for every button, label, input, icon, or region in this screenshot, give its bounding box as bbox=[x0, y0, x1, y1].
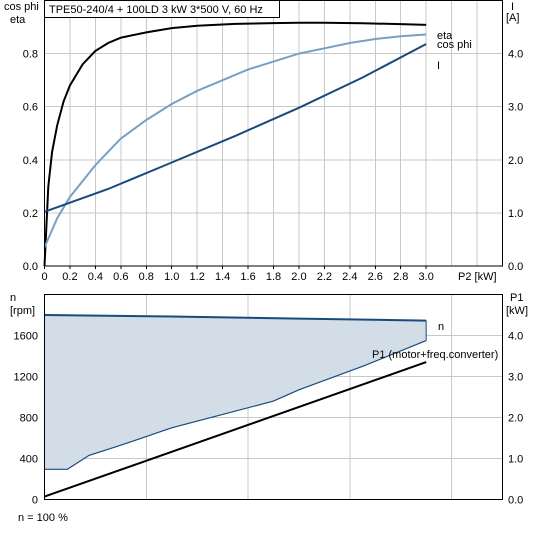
bottom-chart-series bbox=[44, 314, 427, 498]
y-right-tick-label: 3.0 bbox=[508, 372, 523, 384]
speed-max-curve bbox=[44, 314, 427, 322]
x-tick-label: 0 bbox=[41, 271, 47, 283]
x-tick-label: 1.8 bbox=[266, 271, 281, 283]
y-right-tick-label: 1.0 bbox=[508, 208, 523, 220]
speed-range-area bbox=[44, 315, 427, 470]
title-box bbox=[44, 0, 280, 18]
y-left-label-eta: eta bbox=[10, 14, 26, 26]
current-curve bbox=[44, 43, 427, 213]
x-tick-label: 2.4 bbox=[342, 271, 357, 283]
y-right-tick-label: 4.0 bbox=[508, 331, 523, 343]
x-tick-label: 1.4 bbox=[215, 271, 230, 283]
top-chart-grid bbox=[44, 0, 503, 266]
y-right-tick-label: 0.0 bbox=[508, 495, 523, 507]
eta-curve bbox=[43, 21, 427, 267]
y-left-tick-label: 400 bbox=[20, 454, 38, 466]
x-tick-label: 1.2 bbox=[190, 271, 205, 283]
speed-min-curve bbox=[44, 340, 427, 470]
y-left-tick-label: 0.2 bbox=[23, 208, 38, 220]
y-left-tick-label: 0.8 bbox=[23, 49, 38, 61]
chart-title: TPE50-240/4 + 100LD 3 kW 3*500 V, 60 Hz bbox=[49, 4, 263, 16]
y-left-tick-label: 0 bbox=[32, 495, 38, 507]
top-chart-ticks: 0 0.2 0.4 0.6 0.8 1.0 1.2 1.4 1.6 1.8 2.0 2.2 2.4 2.6… bbox=[23, 49, 524, 283]
x-tick-label: 2.2 bbox=[317, 271, 332, 283]
x-tick-label: 0.2 bbox=[62, 271, 77, 283]
y-left-tick-label: 1600 bbox=[14, 331, 38, 343]
y-left-tick-label: 0.6 bbox=[23, 102, 38, 114]
top-chart-series bbox=[43, 21, 427, 267]
y-right-tick-label: 4.0 bbox=[508, 49, 523, 61]
x-tick-label: 0.6 bbox=[113, 271, 128, 283]
x-tick-label: 2.8 bbox=[393, 271, 408, 283]
series-label-cosphi: cos phi bbox=[437, 39, 472, 51]
y-left-tick-label: 800 bbox=[20, 413, 38, 425]
y-right-tick-label: 2.0 bbox=[508, 413, 523, 425]
x-tick-label: 1.6 bbox=[240, 271, 255, 283]
y-right-label-current: I bbox=[511, 1, 514, 13]
x-axis-label: P2 [kW] bbox=[458, 271, 497, 283]
y-right-tick-label: 2.0 bbox=[508, 155, 523, 167]
x-tick-label: 1.0 bbox=[164, 271, 179, 283]
series-label-current: I bbox=[437, 60, 440, 72]
x-tick-label: 3.0 bbox=[419, 271, 434, 283]
y-right-label-unit-ampere: [A] bbox=[506, 12, 519, 24]
series-label-eta: eta bbox=[437, 30, 453, 42]
bottom-chart-ticks: 0 400 800 1200 1600 0.0 1.0 2.0 3.0 4.0 bbox=[14, 331, 524, 507]
y-left-label-cosphi: cos phi bbox=[4, 1, 39, 13]
cosphi-curve bbox=[43, 33, 427, 248]
y-right-tick-label: 1.0 bbox=[508, 454, 523, 466]
footnote: n = 100 % bbox=[18, 512, 68, 524]
y-right-tick-label: 0.0 bbox=[508, 261, 523, 273]
bottom-chart-axes bbox=[44, 294, 503, 500]
y-left-label-unit-rpm: [rpm] bbox=[10, 305, 35, 317]
series-label-power: P1 (motor+freq.converter) bbox=[372, 349, 498, 361]
y-right-label-power: P1 bbox=[510, 292, 523, 304]
y-right-tick-label: 3.0 bbox=[508, 102, 523, 114]
y-right-label-unit-kw: [kW] bbox=[506, 305, 528, 317]
x-tick-label: 0.4 bbox=[88, 271, 103, 283]
x-tick-label: 2.0 bbox=[291, 271, 306, 283]
y-left-tick-label: 0.0 bbox=[23, 261, 38, 273]
x-tick-label: 0.8 bbox=[139, 271, 154, 283]
y-left-label-speed: n bbox=[10, 292, 16, 304]
power-p1-curve bbox=[44, 361, 427, 498]
y-left-tick-label: 1200 bbox=[14, 372, 38, 384]
x-tick-label: 2.6 bbox=[368, 271, 383, 283]
y-left-tick-label: 0.4 bbox=[23, 155, 38, 167]
series-label-speed: n bbox=[438, 321, 444, 333]
